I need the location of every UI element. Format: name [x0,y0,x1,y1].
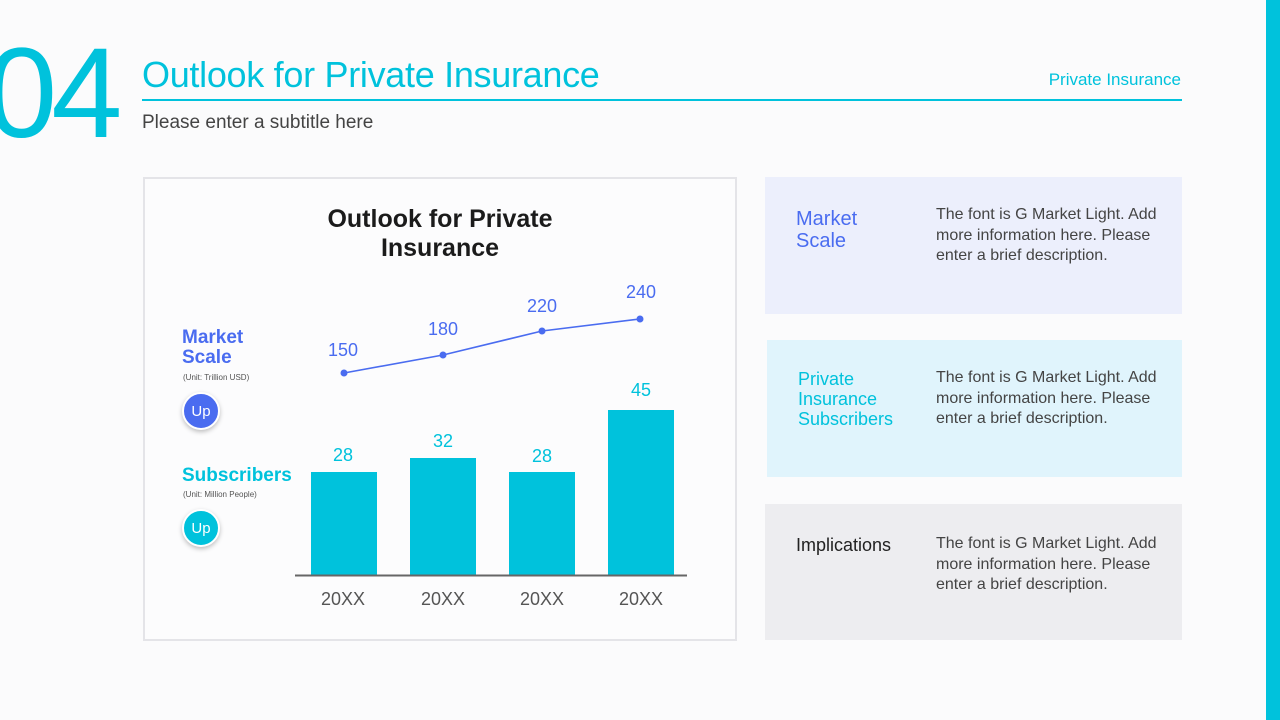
bar-4 [608,410,674,575]
card-description: The font is G Market Light. Add more inf… [936,535,1157,593]
page-subtitle: Please enter a subtitle here [142,112,374,133]
bar-value-label: 28 [531,446,553,466]
card-description: The font is G Market Light. Add more inf… [936,206,1157,264]
bar-2 [410,458,476,575]
line-value-label: 240 [625,282,657,302]
line-point-2 [439,351,447,359]
line-point-1 [340,369,348,377]
subscribers-up-badge: Up [182,509,220,547]
card-title: Implications [796,535,892,555]
bar-3 [509,472,575,575]
x-axis-label: 20XX [519,589,565,609]
title-divider [142,99,1182,101]
chart-plot [295,315,687,577]
x-axis-label: 20XX [618,589,664,609]
legend-market-unit: (Unit: Trillion USD) [183,373,250,382]
line-value-label: 150 [327,340,359,360]
legend-subscribers: Subscribers [182,465,292,486]
line-value-label: 180 [427,319,459,339]
chart-title: Outlook for Private Insurance [327,205,553,262]
card-title: Private Insurance Subscribers [798,369,894,429]
x-axis-label: 20XX [320,589,366,609]
subscriber-bars [311,410,674,575]
header-tag: Private Insurance [1048,70,1181,89]
section-number: 04 [0,22,122,165]
x-axis-label: 20XX [420,589,466,609]
page-title: Outlook for Private Insurance [142,54,600,95]
market-up-badge: Up [182,392,220,430]
line-value-label: 220 [526,296,558,316]
bar-value-label: 28 [332,445,354,465]
chart-panel: Outlook for Private Insurance Market Sca… [143,177,737,641]
legend-subscribers-unit: (Unit: Million People) [183,490,257,499]
card-market-scale: Market Scale The font is G Market Light.… [765,177,1182,314]
line-point-3 [538,327,546,335]
bar-value-label: 45 [630,380,652,400]
card-description: The font is G Market Light. Add more inf… [936,369,1157,427]
bar-1 [311,472,377,575]
right-edge-accent-bar [1266,0,1280,720]
legend-market-scale: Market Scale [182,327,244,368]
card-implications: Implications The font is G Market Light.… [765,504,1182,640]
card-title: Market Scale [796,208,858,252]
market-scale-line [340,315,644,377]
bar-value-label: 32 [432,431,454,451]
card-private-insurance-subscribers: Private Insurance Subscribers The font i… [767,340,1182,477]
line-point-4 [636,315,644,323]
